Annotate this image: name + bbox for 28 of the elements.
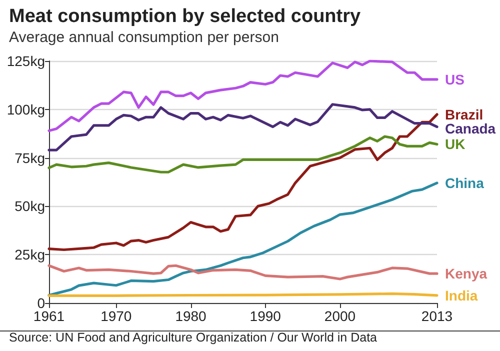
x-tick-label: 2000 <box>324 308 356 324</box>
series-label: US <box>445 71 464 88</box>
series-label: Kenya <box>445 266 488 282</box>
x-tick-label: 2013 <box>421 308 453 324</box>
y-tick-label: 100kg <box>6 101 45 118</box>
series-label: Canada <box>445 120 496 136</box>
x-tick-label: 1970 <box>100 308 132 324</box>
chart-subtitle: Average annual consumption per person <box>9 29 279 46</box>
line-series <box>48 135 438 174</box>
y-tick-label: 50kg <box>14 198 45 214</box>
chart-title: Meat consumption by selected country <box>9 6 361 27</box>
series-label: China <box>445 174 484 191</box>
line-series <box>48 182 438 297</box>
series-label: Brazil <box>445 106 484 122</box>
y-tick-label: 75kg <box>14 150 45 166</box>
x-tick-label: 1980 <box>175 308 207 324</box>
series-label: UK <box>445 136 466 152</box>
line-series <box>48 103 438 152</box>
source-note: Source: UN Food and Agriculture Organization / Our World in Data <box>9 330 378 344</box>
y-tick-label: 125kg <box>6 53 45 69</box>
line-series <box>48 113 438 252</box>
y-tick-label: 0 <box>37 295 46 311</box>
x-tick-label: 1961 <box>33 308 65 324</box>
line-series <box>48 264 438 280</box>
series-label: India <box>445 287 478 304</box>
line-series <box>48 60 438 132</box>
y-tick-label: 25kg <box>14 246 45 263</box>
x-tick-label: 1990 <box>250 308 282 324</box>
